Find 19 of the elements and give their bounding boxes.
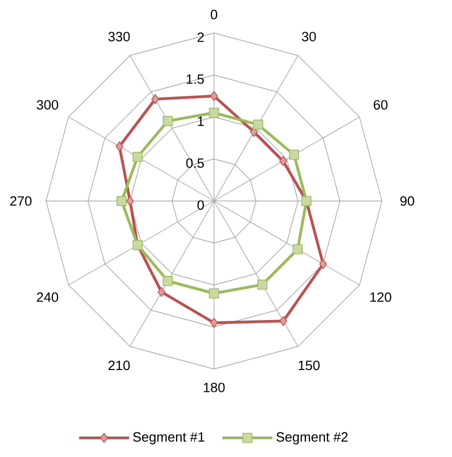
spoke-label: 90	[400, 196, 414, 206]
legend-label: Segment #1	[133, 432, 204, 444]
spoke-label: 0	[210, 10, 218, 20]
spoke-label: 270	[10, 196, 32, 206]
spoke-label: 180	[204, 382, 225, 392]
y-tick-label: 0.5	[186, 158, 204, 168]
y-tick-label: 2	[198, 32, 204, 42]
spoke-label: 300	[36, 100, 58, 110]
y-tick-label: 1	[198, 116, 204, 126]
legend-label: Segment #2	[276, 432, 348, 444]
spoke-label: 240	[36, 292, 58, 302]
y-tick-label: 0	[197, 200, 204, 210]
spoke-label: 330	[108, 32, 130, 42]
spoke-label: 150	[298, 360, 320, 370]
spoke-label: 120	[370, 292, 392, 302]
spoke-label: 210	[108, 360, 130, 370]
spoke-label: 60	[374, 100, 388, 110]
y-tick-label: 1.5	[186, 74, 204, 84]
spoke-label: 30	[302, 32, 316, 42]
